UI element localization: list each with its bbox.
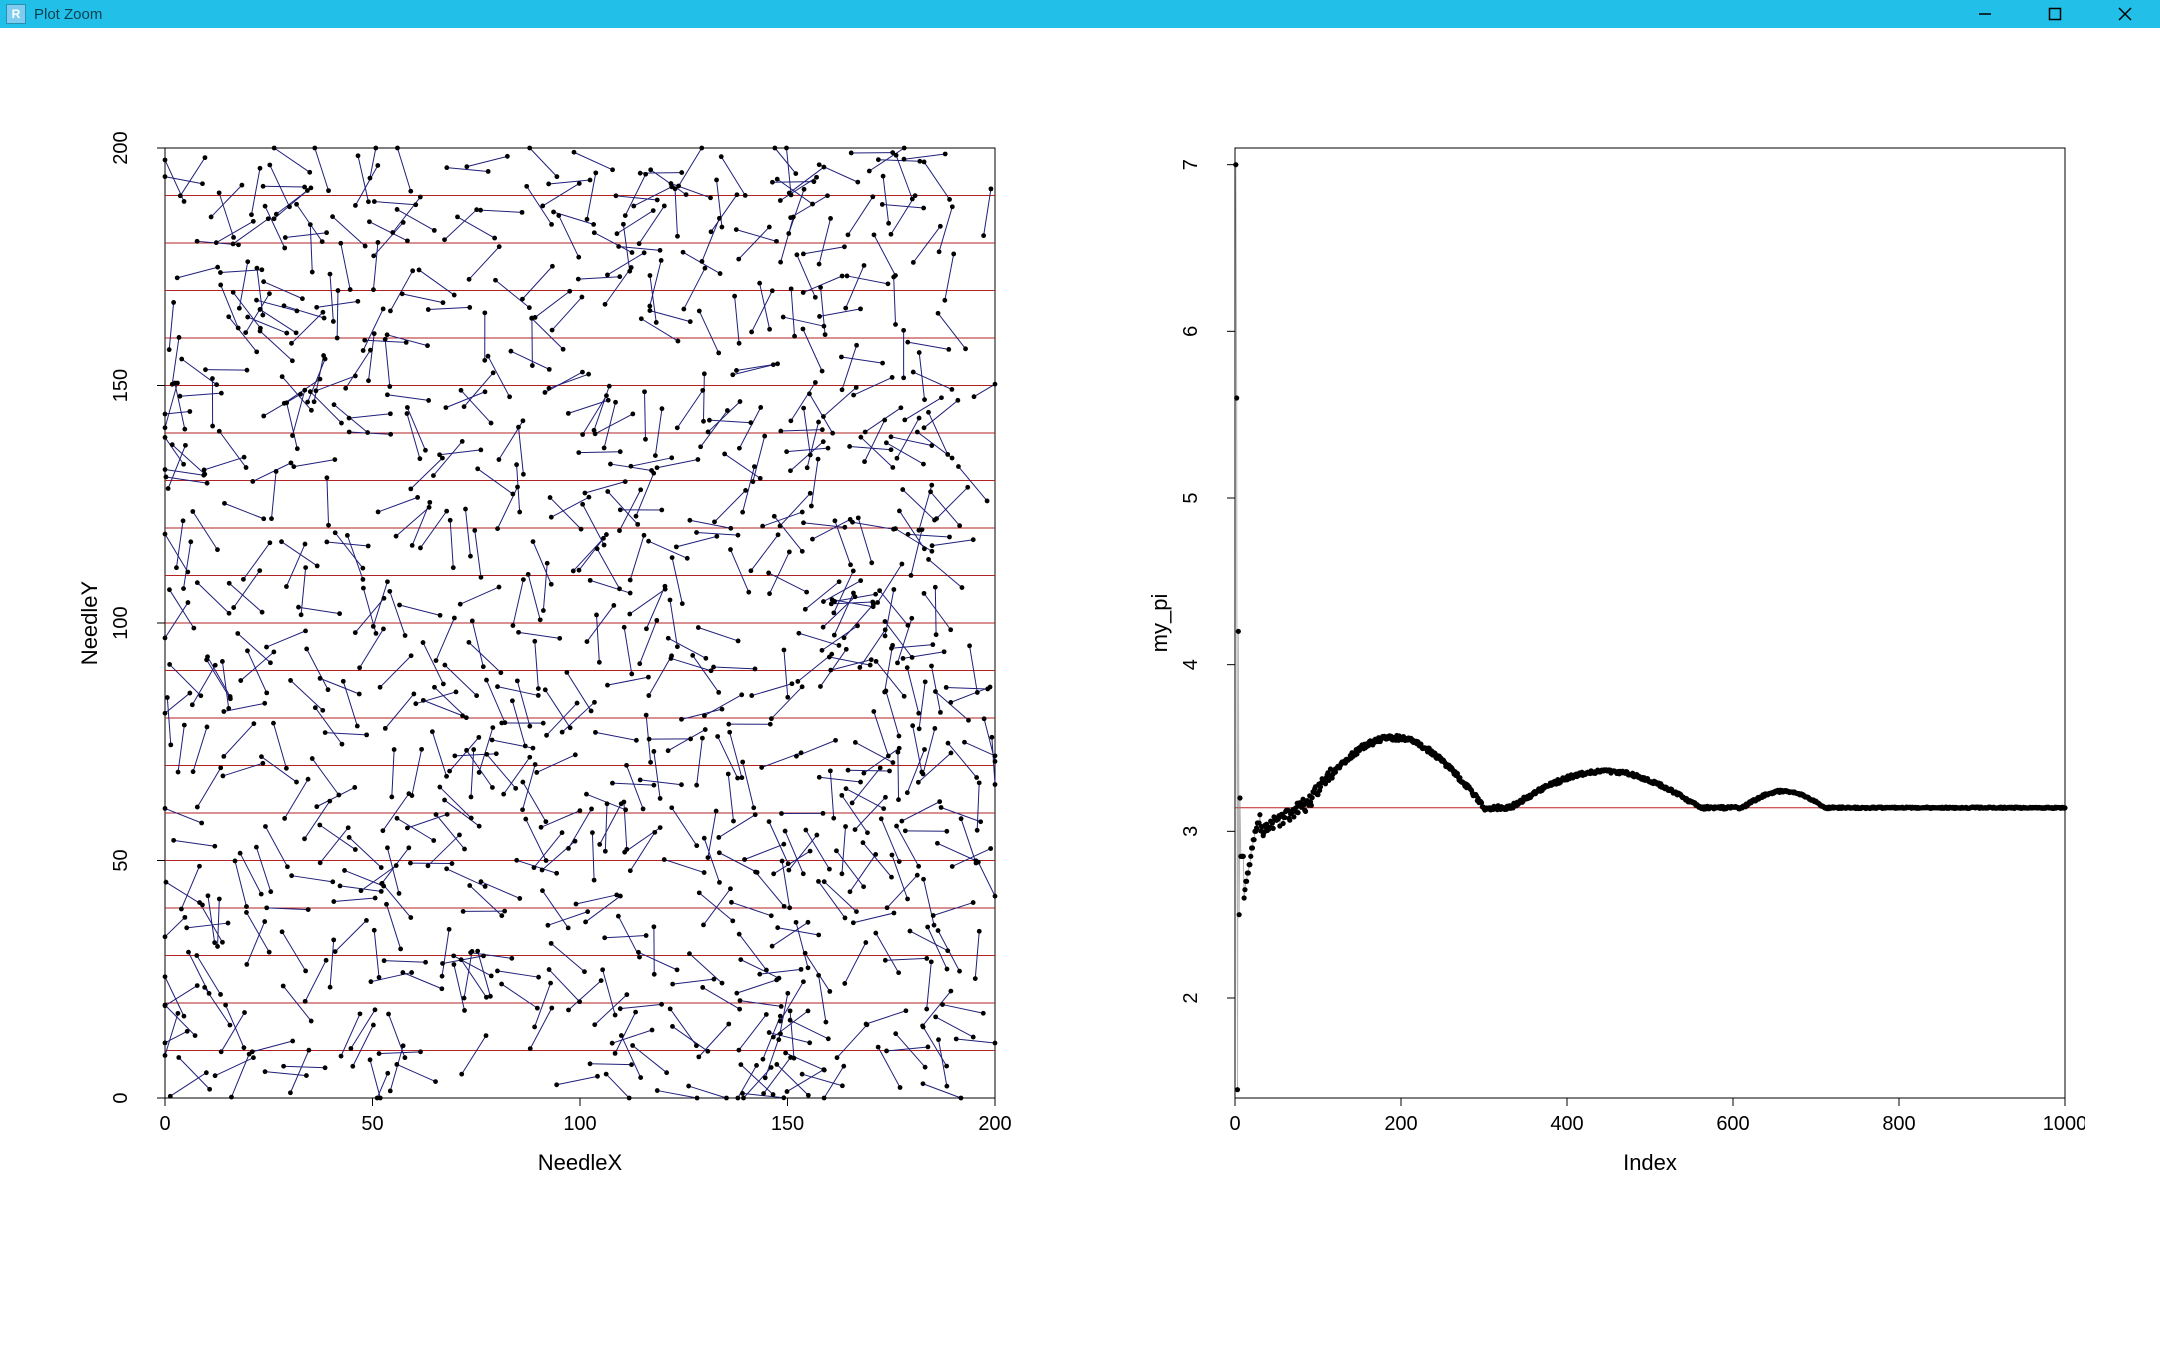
svg-text:200: 200 [978, 1113, 1011, 1135]
svg-text:2: 2 [1180, 992, 1202, 1003]
svg-text:3: 3 [1180, 826, 1202, 837]
svg-text:6: 6 [1180, 326, 1202, 337]
minimize-button[interactable] [1950, 0, 2020, 28]
y-axis-label: NeedleY [77, 580, 102, 665]
minimize-icon [1978, 7, 1992, 21]
close-button[interactable] [2090, 0, 2160, 28]
svg-text:0: 0 [110, 1092, 132, 1103]
svg-text:100: 100 [563, 1113, 596, 1135]
svg-text:800: 800 [1882, 1113, 1915, 1135]
svg-text:0: 0 [1229, 1113, 1240, 1135]
window-controls [1950, 0, 2160, 28]
svg-text:150: 150 [110, 369, 132, 402]
plot-container: 050100150200050100150200NeedleXNeedleY 0… [0, 28, 2160, 1188]
right-plot-panel: 0 200 400 600 800 1000 2 3 4 5 6 7 Index my_pi [1145, 128, 2085, 1188]
svg-text:5: 5 [1180, 492, 1202, 503]
svg-text:1000: 1000 [2043, 1113, 2085, 1135]
window-title: Plot Zoom [34, 6, 102, 23]
svg-text:100: 100 [110, 606, 132, 639]
svg-text:150: 150 [771, 1113, 804, 1135]
y-axis-label: my_pi [1147, 594, 1172, 653]
x-axis-label: NeedleX [538, 1150, 623, 1175]
left-plot-panel: 0 50 100 150 200 0 50 100 150 200 NeedleX NeedleY [75, 128, 1015, 1188]
svg-text:400: 400 [1550, 1113, 1583, 1135]
close-icon [2118, 7, 2132, 21]
svg-text:4: 4 [1180, 659, 1202, 670]
window-titlebar: R Plot Zoom [0, 0, 2160, 28]
svg-text:200: 200 [1384, 1113, 1417, 1135]
maximize-icon [2048, 7, 2062, 21]
svg-text:0: 0 [159, 1113, 170, 1135]
app-icon: R [6, 4, 26, 24]
x-axis-label: Index [1623, 1150, 1677, 1175]
needles-plot: 0 50 100 150 200 0 50 100 150 200 NeedleX NeedleY [75, 128, 1015, 1188]
maximize-button[interactable] [2020, 0, 2090, 28]
convergence-plot: 0 200 400 600 800 1000 2 3 4 5 6 7 Index my_pi [1145, 128, 2085, 1188]
svg-text:50: 50 [361, 1113, 383, 1135]
svg-text:50: 50 [110, 849, 132, 871]
svg-text:200: 200 [110, 131, 132, 164]
svg-text:600: 600 [1716, 1113, 1749, 1135]
svg-text:7: 7 [1180, 159, 1202, 170]
